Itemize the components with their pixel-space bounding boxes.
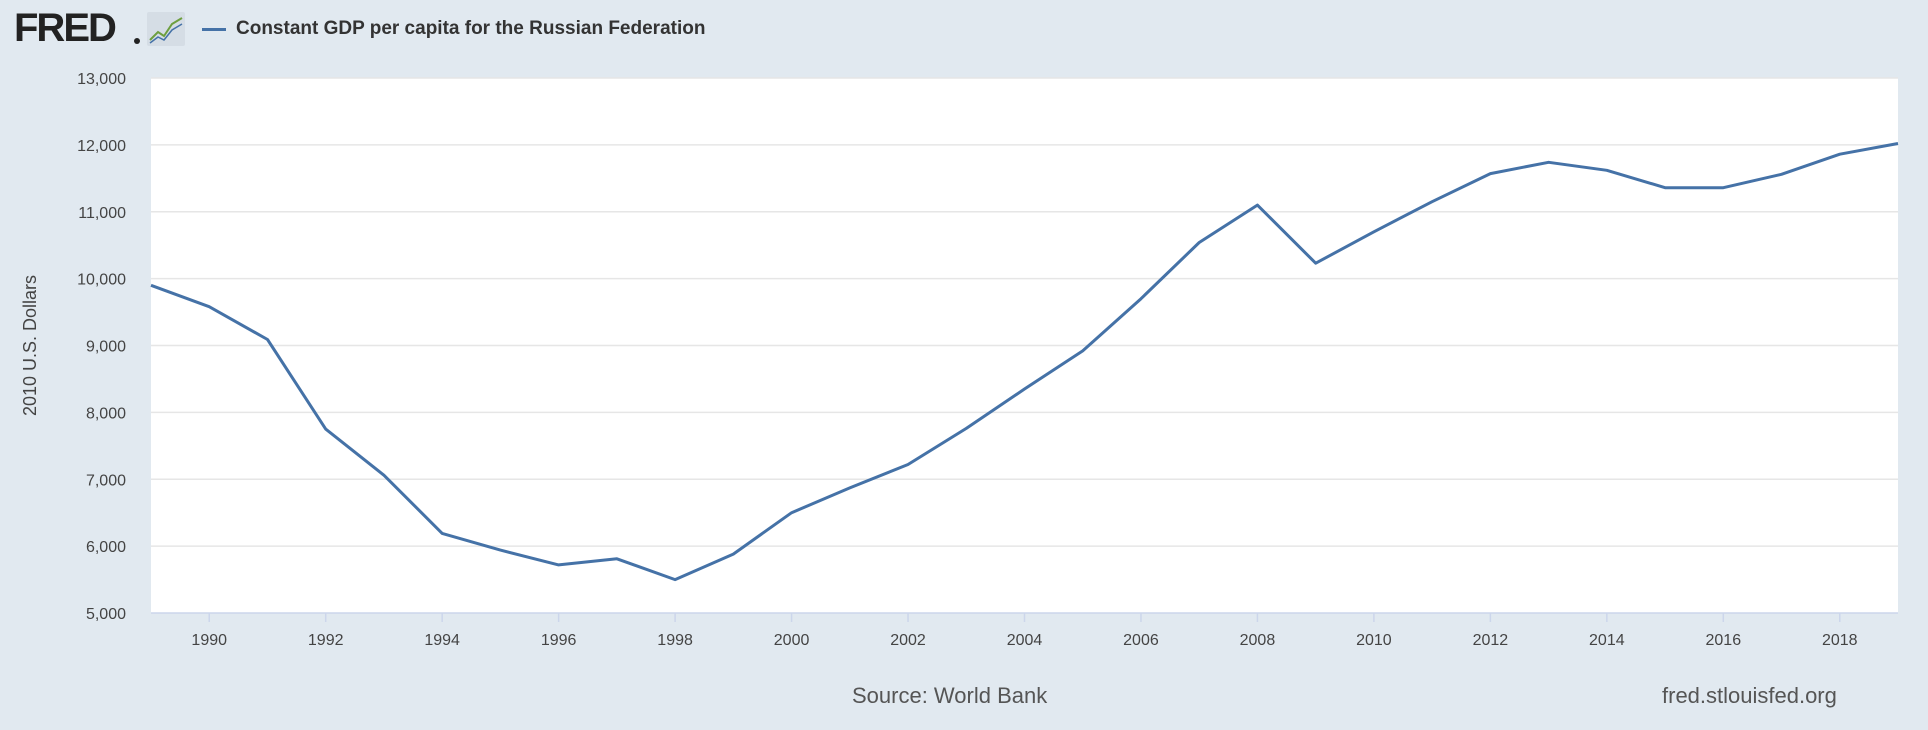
y-tick-label: 7,000 xyxy=(86,472,126,489)
y-tick-label: 5,000 xyxy=(86,606,126,623)
series-line[interactable] xyxy=(150,142,1899,582)
x-tick-label: 2018 xyxy=(1822,632,1858,649)
legend-series-swatch xyxy=(202,27,226,31)
y-tick-label: 10,000 xyxy=(77,272,126,289)
x-tick-label: 2010 xyxy=(1356,632,1392,649)
y-tick-label: 12,000 xyxy=(77,138,126,155)
x-tick-label: 2014 xyxy=(1589,632,1625,649)
x-tick-label: 1990 xyxy=(191,632,227,649)
y-tick-label: 6,000 xyxy=(86,539,126,556)
axes xyxy=(151,612,1898,622)
x-axis-tick-labels: 1990 1992 1994 1996 1998 2000 2002 2004 2006 2008… xyxy=(191,632,1857,649)
x-tick-label: 1998 xyxy=(657,632,693,649)
x-tick-label: 1996 xyxy=(541,632,577,649)
x-tick-label: 2004 xyxy=(1007,632,1043,649)
y-tick-label: 13,000 xyxy=(77,71,126,88)
fred-logo[interactable]: FRED xyxy=(14,6,117,50)
fred-graph-icon[interactable] xyxy=(147,12,185,46)
chart-legend[interactable]: Constant GDP per capita for the Russian … xyxy=(202,14,705,44)
gridlines xyxy=(151,77,1898,547)
x-tick-label: 2002 xyxy=(890,632,926,649)
y-axis-tick-labels: 5,000 6,000 7,000 8,000 9,000 10,000 11,000 12,… xyxy=(77,71,126,623)
chart-header: FRED Constant GDP per capita for the Rus… xyxy=(0,0,1928,60)
x-tick-label: 2006 xyxy=(1123,632,1159,649)
x-tick-label: 2016 xyxy=(1706,632,1742,649)
site-url[interactable]: fred.stlouisfed.org xyxy=(1662,683,1837,708)
x-tick-label: 1992 xyxy=(308,632,344,649)
y-axis-label: 2010 U.S. Dollars xyxy=(20,275,40,416)
x-tick-label: 2000 xyxy=(774,632,810,649)
x-tick-label: 2008 xyxy=(1240,632,1276,649)
y-tick-label: 11,000 xyxy=(78,205,126,222)
y-tick-label: 8,000 xyxy=(86,405,126,422)
y-tick-label: 9,000 xyxy=(86,339,126,356)
source-note: Source: World Bank xyxy=(852,683,1048,708)
fred-logo-dot xyxy=(134,38,140,44)
legend-series-label: Constant GDP per capita for the Russian … xyxy=(236,18,706,39)
x-tick-label: 1994 xyxy=(424,632,460,649)
x-tick-label: 2012 xyxy=(1473,632,1509,649)
